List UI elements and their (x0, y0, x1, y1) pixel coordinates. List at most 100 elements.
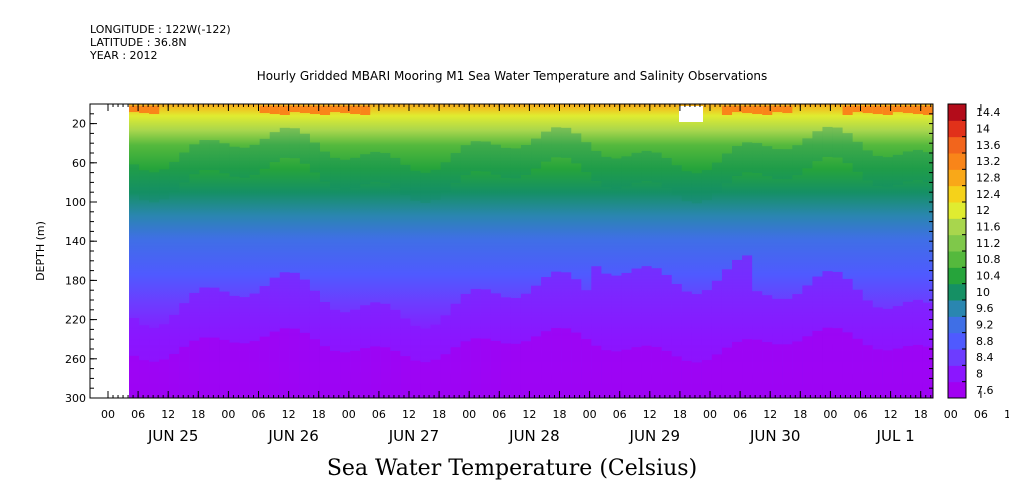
deep-coldest-band (370, 346, 381, 398)
mid-green-band (551, 127, 562, 158)
deep-coldest-band (862, 345, 873, 398)
mid-green-band (762, 146, 773, 177)
colorbar-swatch (948, 234, 966, 252)
colorbar-label: 8 (976, 368, 983, 381)
mid-green-band (792, 145, 803, 176)
colorbar-label: 14 (976, 123, 990, 136)
surface-warm-patch (752, 106, 763, 114)
mid-green-band (631, 152, 642, 183)
x-hour-label: 18 (312, 408, 326, 421)
mid-green-band (611, 158, 622, 189)
deep-coldest-band (752, 339, 763, 398)
colorbar-label: 13.2 (976, 155, 1001, 168)
colorbar-label: 9.6 (976, 302, 994, 315)
mid-green-band (802, 138, 813, 169)
year-label: YEAR : 2012 (90, 49, 158, 62)
colorbar-swatch (948, 153, 966, 170)
mid-green-band (309, 142, 320, 173)
mid-green-band (621, 156, 632, 187)
mid-green-band (591, 150, 602, 181)
colorbar-label: 10.4 (976, 270, 1001, 283)
mid-green-band (721, 153, 733, 184)
colorbar-swatch (948, 365, 966, 383)
y-tick-label: 20 (72, 118, 86, 131)
surface-warm-patch (872, 106, 883, 114)
colorbar-label: 12.4 (976, 188, 1001, 201)
surface-warm-patch (842, 106, 853, 115)
deep-coldest-band (832, 328, 843, 398)
surface-warm-patch (902, 106, 913, 113)
mid-green-band (510, 148, 521, 179)
deep-coldest-band (340, 352, 351, 398)
deep-coldest-band (159, 359, 170, 398)
deep-coldest-band (330, 350, 341, 398)
deep-coldest-band (782, 344, 793, 398)
colorbar-label: 12.8 (976, 172, 1001, 185)
x-axis: 00 06 12 18 00 06 12 18 00 06 12 18 00 06 12 18 00 06 12 18… (101, 104, 1009, 445)
mid-green-band (470, 141, 481, 172)
mid-green-band (179, 152, 190, 183)
mid-green-band (842, 133, 853, 164)
mid-green-band (229, 146, 240, 177)
deep-coldest-band (390, 350, 401, 398)
mid-green-band (752, 142, 763, 173)
y-tick-label: 140 (65, 235, 86, 248)
mid-green-band (460, 145, 471, 176)
deep-coldest-band (802, 336, 813, 398)
deep-coldest-band (822, 327, 833, 398)
deep-cold-band (711, 280, 722, 398)
surface-warm-patch (259, 106, 270, 113)
surface-warm-patch (912, 106, 923, 114)
deep-coldest-band (661, 350, 672, 398)
deep-coldest-band (772, 344, 783, 398)
x-hour-label: 06 (131, 408, 145, 421)
deep-cold-band (591, 266, 602, 398)
mid-green-band (169, 161, 180, 192)
surface-warm-patch (350, 106, 361, 114)
deep-cold-band (611, 275, 622, 398)
x-hour-label: 06 (492, 408, 506, 421)
colorbar-label: 8.8 (976, 335, 994, 348)
colorbar-label: 10.8 (976, 253, 1001, 266)
deep-coldest-band (792, 341, 803, 398)
chart-title: Hourly Gridded MBARI Mooring M1 Sea Wate… (257, 69, 768, 83)
deep-coldest-band (360, 348, 371, 398)
x-day-label: JUN 30 (749, 427, 800, 445)
deep-coldest-band (400, 356, 411, 398)
colorbar-swatch (948, 332, 966, 350)
deep-coldest-band (721, 347, 733, 398)
deep-coldest-band (229, 342, 240, 398)
mid-green-band (732, 145, 743, 176)
x-hour-label: 06 (854, 408, 868, 421)
mid-green-band (189, 144, 200, 175)
deep-coldest-band (269, 331, 280, 398)
deep-coldest-band (882, 350, 893, 398)
mid-green-band (531, 138, 542, 169)
deep-coldest-band (812, 330, 823, 398)
colorbar-swatch (948, 185, 966, 203)
mid-green-band (209, 140, 220, 171)
mid-green-band (661, 157, 672, 188)
mid-green-band (520, 145, 532, 176)
mid-green-band (430, 169, 441, 200)
deep-coldest-band (460, 341, 471, 398)
mid-green-band (319, 151, 331, 182)
colorbar-label: 9.2 (976, 319, 994, 332)
colorbar-label: 12 (976, 204, 990, 217)
colorbar-label: 11.6 (976, 221, 1001, 234)
x-day-label: JUN 29 (629, 427, 680, 445)
x-hour-label: 18 (191, 408, 205, 421)
y-tick-label: 300 (65, 392, 86, 405)
mid-green-band (782, 149, 793, 180)
deep-coldest-band (651, 346, 662, 398)
deep-coldest-band (380, 347, 391, 398)
x-hour-label: 00 (703, 408, 717, 421)
deep-coldest-band (561, 328, 572, 398)
colorbar-label: 11.2 (976, 237, 1001, 250)
mid-green-band (500, 147, 511, 178)
x-hour-label: 18 (432, 408, 446, 421)
deep-coldest-band (742, 339, 753, 398)
mid-green-band (400, 164, 411, 195)
y-tick-label: 100 (65, 196, 86, 209)
deep-coldest-band (309, 339, 320, 398)
